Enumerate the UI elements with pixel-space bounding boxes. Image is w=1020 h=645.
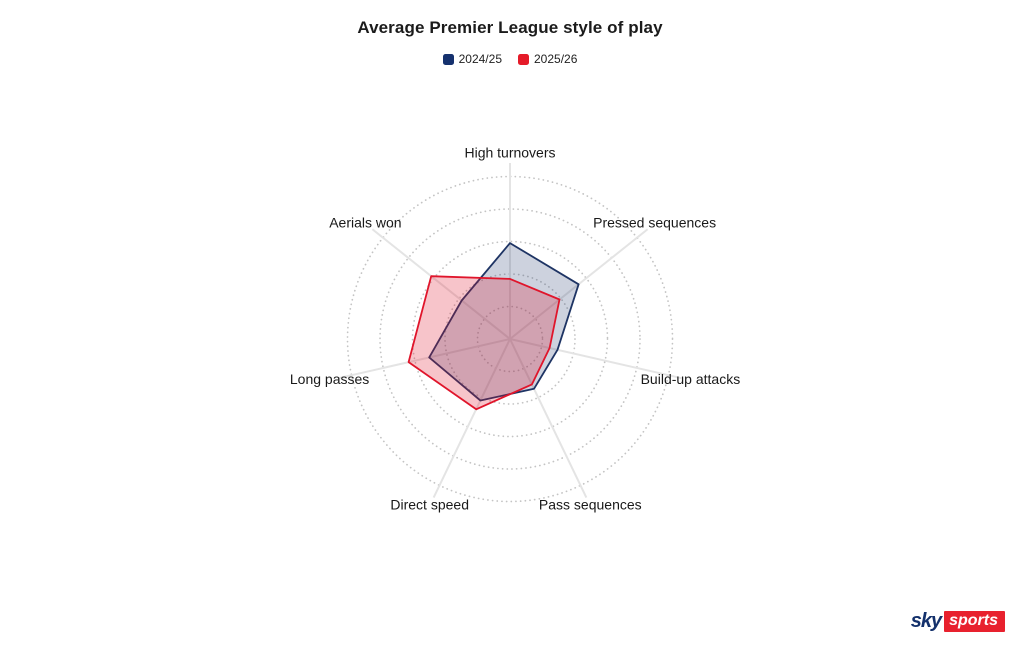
axis-label: Build-up attacks	[641, 371, 741, 387]
grid-spoke	[509, 338, 588, 499]
axis-label: Pass sequences	[539, 496, 642, 512]
sports-wordmark: sports	[944, 611, 1005, 632]
axis-label: High turnovers	[464, 145, 555, 161]
chart-title: Average Premier League style of play	[357, 18, 663, 37]
sky-sports-logo: sky sports	[911, 611, 1005, 632]
grid-spoke	[432, 338, 511, 499]
axis-label: Direct speed	[390, 496, 469, 512]
grid-spoke	[371, 228, 511, 340]
axis-label: Long passes	[290, 371, 369, 387]
grid-ring	[379, 208, 641, 470]
legend-label-2024-25: 2024/25	[458, 52, 502, 66]
grid-spoke	[338, 338, 511, 380]
axis-label: Pressed sequences	[593, 214, 716, 230]
sky-wordmark: sky	[910, 610, 942, 632]
grid-spoke	[509, 338, 682, 380]
legend-swatch-2024-25	[442, 53, 454, 65]
series-polygon-2025-26	[407, 275, 561, 411]
legend-swatch-2025-26	[518, 53, 529, 65]
legend-item-2024-25: 2024/25	[442, 52, 502, 66]
axis-label: Aerials won	[329, 214, 401, 230]
legend-item-2025-26: 2025/26	[518, 52, 577, 66]
legend: 2024/25 2025/26	[0, 52, 1020, 66]
grid-ring	[411, 240, 609, 438]
grid-ring	[476, 305, 544, 373]
legend-label-2025-26: 2025/26	[534, 52, 578, 66]
